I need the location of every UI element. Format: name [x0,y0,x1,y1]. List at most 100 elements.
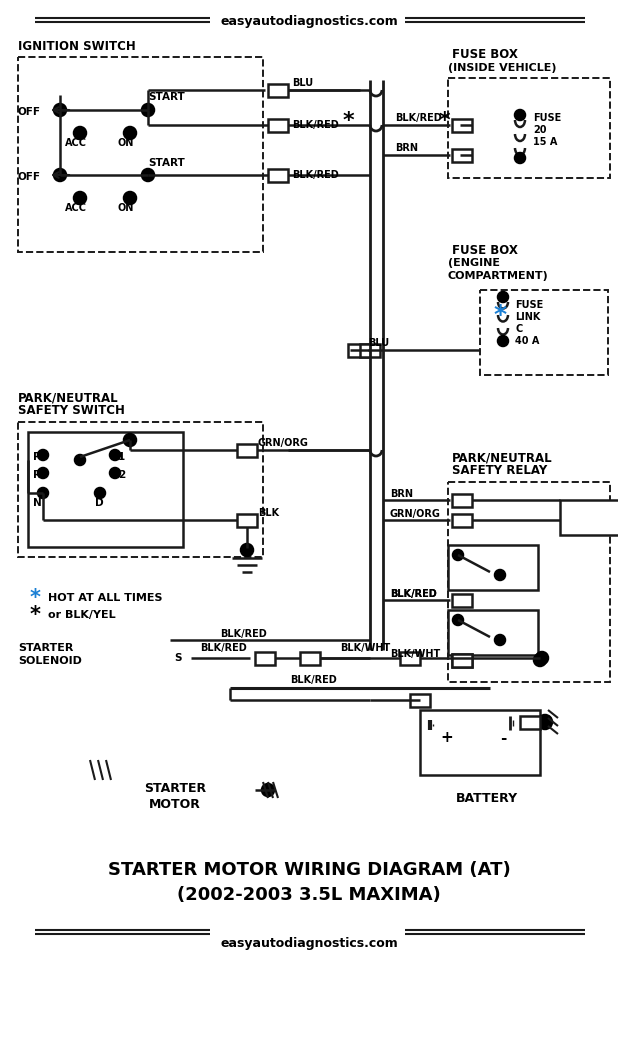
Text: SAFETY SWITCH: SAFETY SWITCH [18,404,125,418]
Text: GRN/ORG: GRN/ORG [390,509,441,519]
Bar [448,482,610,682]
Circle shape [205,690,245,730]
Circle shape [54,169,66,181]
Circle shape [495,570,505,580]
Text: BLK/WHT: BLK/WHT [340,643,390,653]
Text: C: C [515,324,522,334]
Text: (2002-2003 3.5L MAXIMA): (2002-2003 3.5L MAXIMA) [177,886,441,904]
Circle shape [74,192,86,204]
Bar [452,513,472,526]
Bar [452,494,472,506]
Bar [420,710,540,775]
Text: easyautodiagnostics.com: easyautodiagnostics.com [220,938,398,950]
Text: HOT AT ALL TIMES: HOT AT ALL TIMES [48,593,163,603]
Circle shape [95,710,255,870]
Text: *: * [493,303,507,327]
Bar [348,343,368,357]
Text: 2: 2 [118,470,125,480]
Text: BLK/RED: BLK/RED [395,113,442,123]
Text: R: R [33,470,41,480]
Text: LINK: LINK [515,312,540,322]
Text: BLK/RED: BLK/RED [292,120,339,130]
Circle shape [453,550,463,560]
Text: S: S [174,653,182,663]
Text: FUSE: FUSE [515,300,543,310]
Text: *: * [438,111,450,131]
Bar [410,693,430,707]
Circle shape [95,488,105,498]
Text: FUSE BOX: FUSE BOX [452,244,518,256]
Circle shape [75,455,85,465]
Circle shape [515,110,525,120]
Text: +: + [441,731,454,746]
Text: BRN: BRN [390,489,413,499]
Bar [268,84,288,97]
Text: PARK/NEUTRAL: PARK/NEUTRAL [452,452,552,464]
Text: FUSE BOX: FUSE BOX [452,48,518,62]
Circle shape [515,153,525,163]
Circle shape [262,784,274,796]
Text: BLK/WHT: BLK/WHT [390,649,440,659]
Bar [268,119,288,131]
Text: SAFETY RELAY: SAFETY RELAY [452,464,548,478]
Text: START: START [148,92,185,102]
Text: BLK/RED: BLK/RED [292,170,339,180]
Text: BLK/RED: BLK/RED [390,589,437,598]
Bar [268,168,288,182]
Text: BLK/RED: BLK/RED [220,629,267,639]
Text: BATTERY: BATTERY [456,792,518,804]
Bar [452,593,472,607]
Circle shape [38,488,48,498]
Text: IGNITION SWITCH: IGNITION SWITCH [18,41,136,54]
Text: N: N [33,498,42,508]
Bar [452,148,472,162]
Text: 15 A: 15 A [533,136,557,147]
Text: COMPARTMENT): COMPARTMENT) [448,271,549,281]
Text: OFF: OFF [18,107,41,117]
Bar [560,500,618,536]
Circle shape [110,468,120,478]
Text: BLK: BLK [258,508,279,518]
Bar [360,343,380,357]
Bar [237,443,257,457]
Text: D: D [95,498,104,508]
Bar [28,432,183,547]
Text: -: - [500,731,506,746]
Text: STARTER MOTOR WIRING DIAGRAM (AT): STARTER MOTOR WIRING DIAGRAM (AT) [108,861,510,879]
Text: 20: 20 [533,125,546,135]
Bar [448,545,538,590]
Text: *: * [342,111,354,131]
Bar [520,715,540,729]
Circle shape [124,434,136,446]
Circle shape [536,652,548,664]
Text: easyautodiagnostics.com: easyautodiagnostics.com [220,16,398,28]
Circle shape [498,336,508,346]
Text: ON: ON [118,138,134,148]
Circle shape [124,127,136,139]
Circle shape [170,685,220,735]
Bar [448,610,538,655]
Text: *: * [30,605,41,625]
Circle shape [534,654,546,666]
Text: START: START [148,158,185,168]
Text: ACC: ACC [65,203,87,213]
Text: 40 A: 40 A [515,336,540,346]
Text: 1: 1 [118,452,125,462]
Text: ON: ON [118,203,134,213]
Circle shape [142,104,154,116]
Text: GRN/ORG: GRN/ORG [258,438,309,448]
Text: STARTER: STARTER [144,781,206,795]
Circle shape [241,544,253,556]
Bar [452,653,472,667]
Text: ACC: ACC [65,138,87,148]
Text: BLU: BLU [368,338,389,348]
Bar [18,422,263,556]
Circle shape [495,635,505,645]
Circle shape [38,468,48,478]
Text: BLK/RED: BLK/RED [390,589,437,598]
Bar [480,290,608,375]
Circle shape [212,652,248,688]
Text: (INSIDE VEHICLE): (INSIDE VEHICLE) [448,63,556,74]
Circle shape [185,650,225,690]
Text: BRN: BRN [395,143,418,153]
